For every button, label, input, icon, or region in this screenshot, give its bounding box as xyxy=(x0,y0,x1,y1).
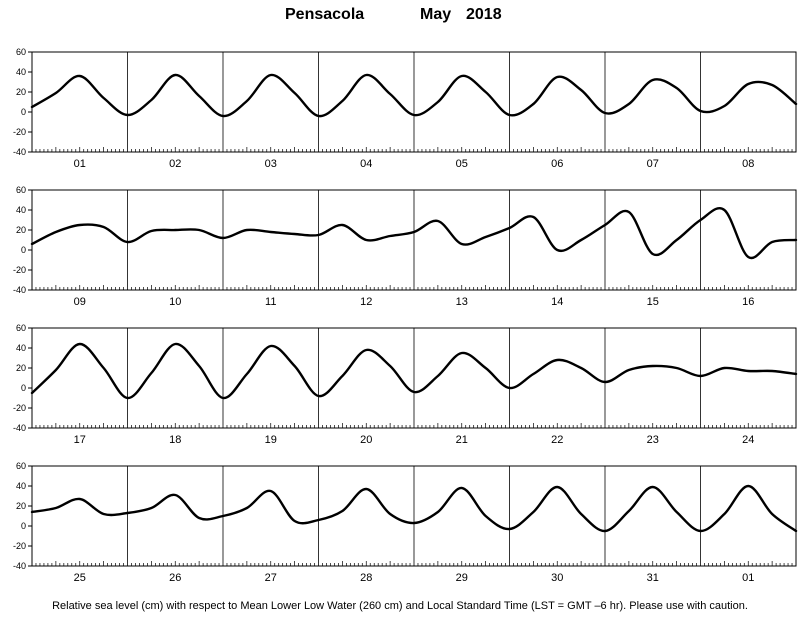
day-label: 29 xyxy=(456,572,468,584)
day-label: 05 xyxy=(456,158,468,170)
y-tick-label: 60 xyxy=(16,461,26,471)
y-tick-label: 20 xyxy=(16,363,26,373)
y-tick-label: -40 xyxy=(13,561,26,571)
day-label: 10 xyxy=(169,296,181,308)
day-label: 19 xyxy=(265,434,277,446)
day-label: 09 xyxy=(74,296,86,308)
tide-curve xyxy=(30,484,798,533)
tide-curve xyxy=(30,342,798,400)
y-tick-label: -20 xyxy=(13,541,26,551)
chart-title: Pensacola May 2018 xyxy=(0,6,800,28)
y-tick-label: 40 xyxy=(16,343,26,353)
tide-curve xyxy=(30,207,798,260)
day-label: 27 xyxy=(265,572,277,584)
tide-chart: 60 40 20 0 -20 -40 01 02 03 04 05 06 07 08 60 40 20 0 -20 -… xyxy=(13,47,798,584)
day-label: 01 xyxy=(74,158,86,170)
y-tick-label: 20 xyxy=(16,501,26,511)
day-label: 26 xyxy=(169,572,181,584)
day-label: 20 xyxy=(360,434,372,446)
y-tick-label: 0 xyxy=(21,245,26,255)
y-tick-label: 0 xyxy=(21,521,26,531)
y-tick-label: -20 xyxy=(13,403,26,413)
y-tick-label: 20 xyxy=(16,87,26,97)
y-tick-label: -40 xyxy=(13,147,26,157)
day-label: 02 xyxy=(169,158,181,170)
year-label: 2018 xyxy=(466,6,502,23)
y-tick-label: 40 xyxy=(16,67,26,77)
day-label: 31 xyxy=(647,572,659,584)
day-label: 28 xyxy=(360,572,372,584)
day-label: 22 xyxy=(551,434,563,446)
tide-curve xyxy=(30,73,798,118)
day-label: 23 xyxy=(647,434,659,446)
chart-footnote: Relative sea level (cm) with respect to … xyxy=(52,600,748,612)
y-tick-label: -20 xyxy=(13,265,26,275)
day-label: 08 xyxy=(742,158,754,170)
day-label: 11 xyxy=(265,296,276,308)
day-label: 04 xyxy=(360,158,372,170)
y-tick-label: 60 xyxy=(16,47,26,57)
day-label: 14 xyxy=(551,296,563,308)
y-tick-label: 0 xyxy=(21,107,26,117)
day-label: 30 xyxy=(551,572,563,584)
day-label: 06 xyxy=(551,158,563,170)
y-tick-label: 60 xyxy=(16,323,26,333)
day-label: 03 xyxy=(265,158,277,170)
y-tick-label: 40 xyxy=(16,205,26,215)
y-tick-label: -40 xyxy=(13,423,26,433)
day-label: 17 xyxy=(74,434,86,446)
day-label: 12 xyxy=(360,296,372,308)
y-tick-label: 20 xyxy=(16,225,26,235)
y-tick-label: 0 xyxy=(21,383,26,393)
y-tick-label: -20 xyxy=(13,127,26,137)
day-label: 24 xyxy=(742,434,754,446)
month-label: May xyxy=(420,6,452,23)
day-label: 13 xyxy=(456,296,468,308)
day-label: 15 xyxy=(647,296,659,308)
y-tick-label: 60 xyxy=(16,185,26,195)
y-tick-label: 40 xyxy=(16,481,26,491)
day-label: 07 xyxy=(647,158,659,170)
day-label: 16 xyxy=(742,296,754,308)
day-label: 18 xyxy=(169,434,181,446)
station-name: Pensacola xyxy=(285,6,365,23)
day-label: 21 xyxy=(456,434,468,446)
y-tick-label: -40 xyxy=(13,285,26,295)
day-label: 25 xyxy=(74,572,86,584)
day-label: 01 xyxy=(742,572,754,584)
